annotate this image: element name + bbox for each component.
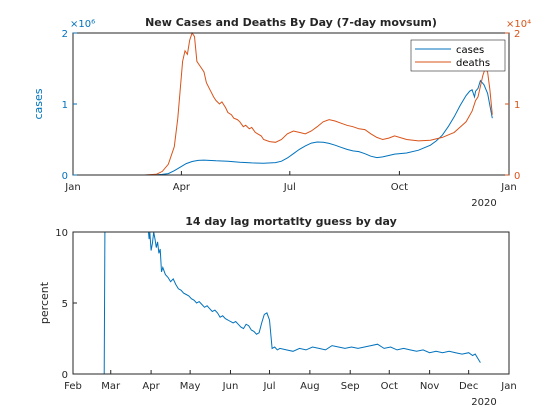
x-tick-label: Jan <box>64 182 80 193</box>
top-x-year-label: 2020 <box>471 198 496 209</box>
top-x-ticks: Jan Apr Jul Oct Jan <box>64 171 517 193</box>
legend-deaths-label: deaths <box>456 58 490 69</box>
y-right-tick-label: 1 <box>514 100 520 111</box>
top-chart-title: New Cases and Deaths By Day (7-day movsu… <box>145 16 437 29</box>
x-tick-label: May <box>180 381 201 392</box>
top-legend: cases deaths <box>410 39 506 72</box>
x-tick-label: Oct <box>391 182 408 193</box>
series-line-deaths <box>73 31 493 176</box>
x-tick-label: Jul <box>283 182 296 193</box>
top-y-right-exponent: ×10⁴ <box>506 19 531 30</box>
bottom-x-year-label: 2020 <box>471 397 496 408</box>
x-tick-label: Dec <box>459 381 478 392</box>
x-tick-label: Oct <box>381 381 398 392</box>
y-left-tick-label: 0 <box>62 171 68 182</box>
y-tick-label: 10 <box>55 228 68 239</box>
y-left-tick-label: 1 <box>62 100 68 111</box>
top-y-left-label: cases <box>32 88 45 119</box>
top-y-left-exponent: ×10⁶ <box>70 19 95 30</box>
x-tick-label: Jul <box>262 381 275 392</box>
y-tick-label: 0 <box>62 370 68 381</box>
x-tick-label: Nov <box>420 381 440 392</box>
bottom-series-layer <box>73 231 481 375</box>
x-tick-label: Jan <box>500 182 516 193</box>
top-y-right-ticks: 0 1 2 <box>505 29 520 182</box>
top-chart: New Cases and Deaths By Day (7-day movsu… <box>32 16 531 209</box>
x-tick-label: Jun <box>222 381 239 392</box>
top-y-left-ticks: 0 1 2 <box>62 29 77 182</box>
y-left-tick-label: 2 <box>62 29 68 40</box>
x-tick-label: Aug <box>300 381 320 392</box>
bottom-x-ticks: Feb Mar Apr May Jun Jul Aug Sep Oct Nov Dec Jan <box>64 370 517 392</box>
top-legend-box <box>410 39 506 72</box>
top-series-layer <box>73 31 493 176</box>
y-right-tick-label: 2 <box>514 29 520 40</box>
x-tick-label: Apr <box>142 381 160 392</box>
y-tick-label: 5 <box>62 299 68 310</box>
y-right-tick-label: 0 <box>514 171 520 182</box>
series-line-mortality <box>73 231 481 375</box>
bottom-chart-title: 14 day lag mortatlty guess by day <box>185 215 397 228</box>
legend-cases-label: cases <box>456 45 484 56</box>
series-line-cases <box>73 79 493 176</box>
x-tick-label: Apr <box>173 182 191 193</box>
x-tick-label: Feb <box>64 381 82 392</box>
bottom-y-label: percent <box>38 281 51 324</box>
x-tick-label: Mar <box>101 381 121 392</box>
bottom-y-ticks: 0 5 10 <box>55 228 77 381</box>
bottom-chart: 14 day lag mortatlty guess by day Feb Mar… <box>38 215 517 408</box>
x-tick-label: Jan <box>500 381 516 392</box>
x-tick-label: Sep <box>341 381 360 392</box>
